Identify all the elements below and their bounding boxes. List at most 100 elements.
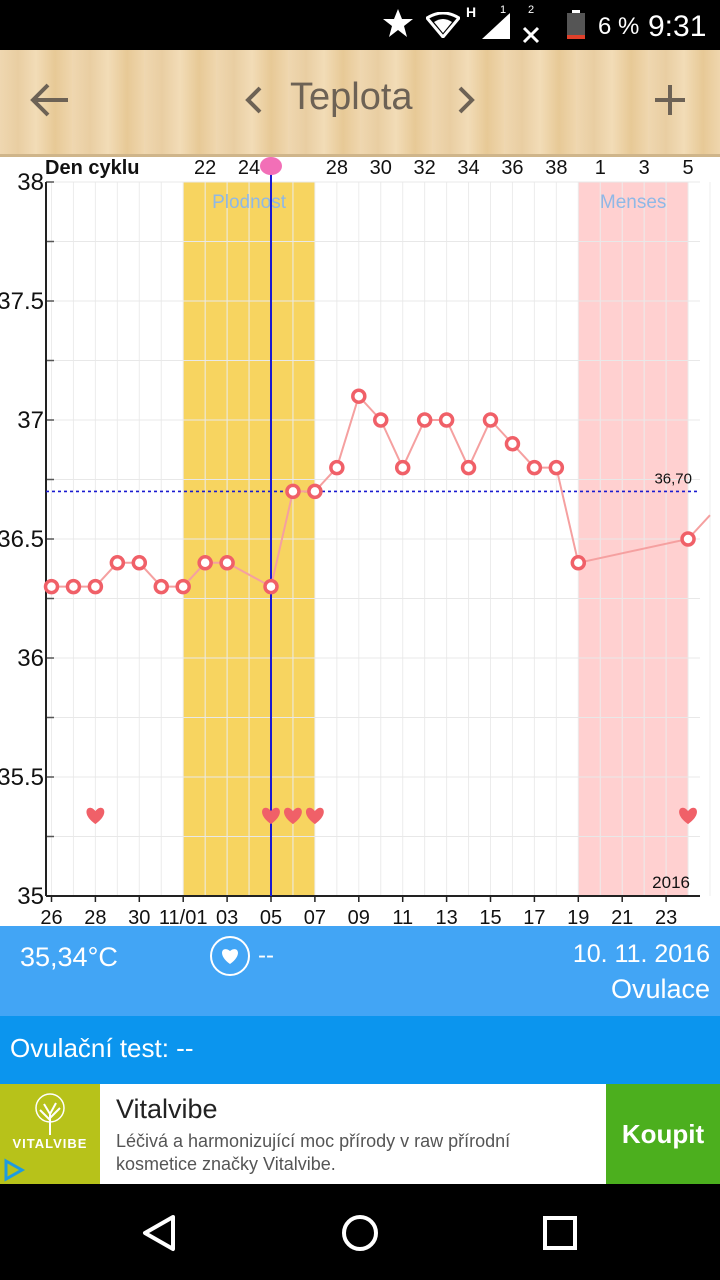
add-button[interactable]: [642, 72, 698, 128]
x-tick-label: 13: [435, 907, 457, 926]
battery-percent: 6 %: [598, 13, 640, 40]
band-label: Plodnost: [212, 192, 287, 213]
top-axis-label: Den cyklu: [45, 157, 139, 179]
nav-recents-button[interactable]: [535, 1208, 585, 1258]
x-tick-label: 30: [128, 907, 150, 926]
temperature-point: [263, 578, 279, 595]
year-label: 2016: [652, 873, 690, 892]
top-tick-label: 34: [457, 157, 479, 179]
temperature-point: [87, 578, 104, 595]
network-type: H: [466, 4, 477, 20]
selected-date: 10. 11. 2016: [572, 940, 710, 968]
band-label: Menses: [600, 192, 667, 213]
nav-back-button[interactable]: [134, 1208, 184, 1258]
temperature-point: [482, 412, 499, 428]
x-tick-label: 03: [216, 907, 238, 926]
temperature-point: [504, 436, 521, 452]
top-tick-label: 36: [501, 157, 523, 179]
temperature-point: [329, 459, 345, 476]
temperature-point: [43, 578, 60, 595]
recents-square-icon: [543, 1216, 577, 1250]
x-tick-label: 05: [260, 907, 282, 926]
temperature-point: [373, 412, 389, 428]
next-button[interactable]: [438, 72, 494, 128]
temperature-point: [109, 555, 126, 571]
x-tick-label: 11: [392, 907, 413, 926]
chevron-left-icon: [245, 86, 262, 114]
temperature-point: [438, 412, 455, 428]
heart-icon: [262, 807, 280, 825]
plus-icon: [655, 85, 685, 115]
buy-button[interactable]: Koupit: [606, 1084, 720, 1184]
toolbar: Teplota: [0, 50, 720, 157]
temperature-chart-area[interactable]: 38 37.5 37 36.5 36 35.5 35 Plodnost Menses Den cy…: [0, 154, 720, 929]
ad-title: Vitalvibe: [116, 1094, 218, 1124]
ovulation-test-label: Ovulační test: --: [10, 1033, 194, 1063]
heart-circle-icon[interactable]: [210, 936, 250, 976]
back-arrow-icon: [30, 83, 68, 117]
ad-banner[interactable]: VITALVIBE Vitalvibe Léčivá a harmonizují…: [0, 1084, 720, 1184]
temperature-point: [153, 578, 169, 595]
home-circle-icon: [342, 1215, 378, 1251]
temperature-point: [65, 578, 82, 595]
y-tick-label: 35.5: [0, 764, 44, 791]
top-tick-label: 32: [414, 157, 436, 179]
temperature-point: [219, 555, 235, 571]
top-tick-label: 24: [238, 157, 260, 179]
adchoices-icon[interactable]: [2, 1158, 26, 1182]
star-icon: [382, 8, 414, 45]
temperature-point: [526, 459, 543, 476]
no-signal-icon: [522, 20, 540, 51]
day-info-panel[interactable]: 35,34°C -- 10. 11. 2016 Ovulace: [0, 926, 720, 1016]
temperature-point: [416, 412, 433, 428]
y-tick-label: 35: [17, 883, 44, 910]
y-tick-label: 37: [17, 407, 44, 434]
temperature-point: [197, 555, 213, 571]
back-triangle-icon: [143, 1215, 175, 1251]
reference-line-label: 36,70: [654, 470, 692, 487]
x-tick-label: 28: [84, 907, 106, 926]
nav-home-button[interactable]: [335, 1208, 385, 1258]
temperature-point: [175, 578, 191, 595]
temperature-point: [307, 483, 323, 500]
y-tick-label: 36: [17, 645, 44, 672]
temperature-point: [351, 388, 367, 404]
temperature-point: [570, 555, 587, 571]
chevron-right-icon: [458, 86, 475, 114]
sex-value: --: [258, 942, 274, 969]
temperature-chart[interactable]: 38 37.5 37 36.5 36 35.5 35 Plodnost Menses Den cy…: [0, 154, 720, 929]
temperature-value: 35,34°C: [20, 942, 118, 972]
top-tick-label: 28: [326, 157, 348, 179]
sim2-label: 2: [528, 4, 535, 16]
ovulation-test-row[interactable]: Ovulační test: --: [0, 1016, 720, 1084]
tree-icon: [35, 1093, 65, 1135]
top-tick-label: 1: [595, 157, 606, 179]
temperature-point: [394, 459, 411, 476]
x-tick-label: 23: [655, 907, 677, 926]
back-button[interactable]: [22, 72, 78, 128]
signal-icon: [480, 12, 512, 47]
heart-icon: [305, 807, 324, 825]
clock: 9:31: [648, 10, 707, 43]
temperature-point: [460, 459, 477, 476]
y-tick-label: 38: [17, 169, 44, 196]
x-tick-label: 11/01: [159, 907, 208, 926]
previous-button[interactable]: [226, 72, 282, 128]
status-bar: H 1 2 6 % 9:31: [0, 0, 720, 50]
x-tick-label: 15: [479, 907, 501, 926]
ad-description: Léčivá a harmonizující moc přírody v raw…: [116, 1131, 511, 1174]
pink-dot-icon: [260, 157, 282, 175]
x-tick-label: 17: [523, 907, 545, 926]
y-tick-label: 37.5: [0, 288, 44, 315]
temperature-point: [680, 531, 696, 547]
navigation-bar: [0, 1184, 720, 1280]
cycle-phase: Ovulace: [610, 974, 710, 1004]
top-tick-label: 22: [194, 157, 216, 179]
ad-logo[interactable]: VITALVIBE: [0, 1084, 100, 1184]
temperature-point: [131, 555, 148, 571]
battery-icon: [566, 10, 586, 47]
ad-logo-text: VITALVIBE: [12, 1136, 88, 1151]
y-tick-label: 36.5: [0, 526, 44, 553]
temperature-point: [548, 459, 565, 476]
top-tick-label: 38: [545, 157, 567, 179]
